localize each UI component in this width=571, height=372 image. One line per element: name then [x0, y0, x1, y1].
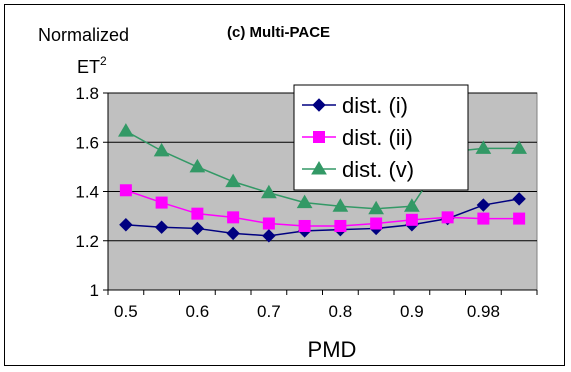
data-point: [154, 220, 169, 234]
data-point: [155, 196, 168, 209]
data-point: [476, 198, 491, 212]
line-chart: 1 1.2 1.4 1.6 1.8 0.5 0.6 0.7 0.8 0.9 0.98 dist. (…: [38, 24, 538, 362]
legend-swatch-marker: [311, 161, 327, 175]
y-tick-label: 1.8: [75, 84, 99, 103]
legend-entry: dist. (ii): [302, 125, 413, 150]
chart-title: (c) Multi-PACE: [227, 24, 330, 41]
x-axis-label: PMD: [308, 337, 357, 362]
data-point: [477, 212, 490, 225]
data-point: [119, 184, 132, 197]
chart-frame: 1 1.2 1.4 1.6 1.8 0.5 0.6 0.7 0.8 0.9 0.98 dist. (…: [4, 4, 565, 366]
data-point: [189, 158, 206, 173]
x-tick-label: 0.98: [467, 302, 500, 321]
data-point: [405, 213, 418, 226]
data-point: [262, 229, 276, 243]
x-tick-label: 0.7: [257, 302, 281, 321]
data-point: [441, 211, 454, 224]
x-tick-label: 0.6: [186, 302, 210, 321]
x-tick-label: 0.5: [114, 302, 138, 321]
data-point: [153, 142, 170, 157]
y-axis-label-line1: Normalized: [38, 25, 129, 45]
y-axis-label-et: ET: [77, 57, 100, 77]
series-2: [119, 184, 526, 232]
legend-entry: dist. (i): [302, 93, 408, 118]
data-point: [511, 140, 527, 154]
data-point: [191, 207, 204, 220]
data-point: [296, 194, 313, 209]
data-point: [227, 211, 240, 224]
legend-label: dist. (i): [342, 93, 408, 118]
legend-swatch-marker: [312, 98, 326, 112]
data-point: [370, 217, 383, 230]
data-point: [475, 140, 492, 154]
data-point: [298, 219, 311, 232]
data-point: [404, 198, 420, 212]
data-point: [190, 221, 205, 236]
x-tick-label: 0.9: [400, 302, 424, 321]
data-point: [262, 217, 275, 230]
data-point: [334, 219, 347, 232]
data-point: [512, 192, 526, 206]
x-tick-label: 0.8: [329, 302, 353, 321]
data-point: [513, 212, 526, 225]
series-1: [119, 192, 526, 243]
y-tick-label: 1.2: [75, 232, 99, 251]
data-point: [332, 198, 349, 212]
y-axis-label-superscript: 2: [100, 54, 107, 68]
data-point: [118, 123, 134, 137]
legend-swatch-marker: [313, 131, 325, 143]
data-point: [226, 226, 240, 241]
data-point: [225, 173, 241, 188]
y-tick-label: 1: [90, 281, 99, 300]
y-tick-label: 1.4: [75, 183, 99, 202]
data-point: [368, 200, 384, 215]
y-axis-label-line2: ET2: [77, 54, 107, 77]
legend-entry: dist. (v): [302, 157, 414, 182]
legend-label: dist. (v): [342, 157, 414, 182]
data-point: [119, 218, 133, 232]
data-point: [261, 184, 277, 199]
legend-label: dist. (ii): [342, 125, 413, 150]
y-tick-label: 1.6: [75, 133, 99, 152]
